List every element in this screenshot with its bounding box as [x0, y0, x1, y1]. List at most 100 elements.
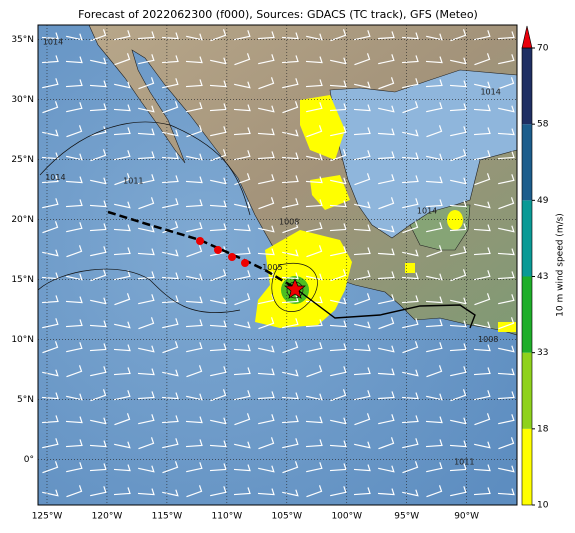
- wind-barb: [42, 461, 59, 474]
- wind-barb: [306, 393, 323, 401]
- wind-barb: [257, 368, 275, 376]
- wind-barb: [89, 200, 107, 208]
- wind-barb: [401, 32, 419, 40]
- wind-barb: [137, 248, 155, 256]
- wind-barb: [354, 321, 371, 329]
- wind-barb: [498, 54, 515, 65]
- wind-barb: [89, 320, 107, 328]
- colorbar-segment: [522, 276, 532, 353]
- wind-barb: [90, 269, 107, 282]
- wind-barb: [257, 271, 275, 280]
- wind-barb: [233, 104, 251, 112]
- wind-barb: [137, 368, 155, 376]
- wind-barb: [42, 341, 59, 354]
- wind-barb: [354, 201, 371, 209]
- wind-barb: [185, 319, 203, 328]
- isobar-label: 1011: [123, 177, 143, 186]
- wind-barb: [113, 344, 131, 352]
- isobar-label: 1008: [279, 217, 299, 226]
- wind-barb: [210, 297, 227, 305]
- wind-barb: [401, 152, 419, 160]
- wind-barb: [498, 414, 515, 425]
- wind-barb: [257, 128, 275, 136]
- colorbar-tick-label: 58: [537, 120, 549, 130]
- wind-barb: [354, 390, 371, 401]
- wind-barb: [353, 247, 371, 256]
- map-area: 1014 1014 1011 1008 1014 1005 1008 1011 1014: [38, 25, 517, 505]
- wind-barb: [138, 437, 155, 450]
- graticule: [38, 25, 517, 505]
- map-title: Forecast of 2022062300 (f000), Sources: …: [78, 8, 478, 21]
- wind-barb: [257, 391, 275, 400]
- wind-barb: [473, 367, 491, 376]
- wind-barb: [306, 153, 323, 161]
- wind-barb: [306, 245, 323, 258]
- wind-barb: [353, 464, 371, 472]
- wind-barb: [114, 390, 131, 401]
- wind-barb: [161, 152, 179, 160]
- isobar-label: 1014: [480, 88, 500, 97]
- wind-barb: [449, 320, 467, 328]
- wind-barb: [114, 30, 131, 41]
- wind-barb: [234, 293, 251, 306]
- wind-barb: [185, 56, 203, 64]
- wind-barb: [449, 440, 467, 448]
- wind-barb: [42, 221, 59, 234]
- wind-barb: [426, 222, 443, 233]
- wind-barb: [90, 366, 107, 377]
- wind-barb: [138, 465, 155, 473]
- wind-barb: [90, 417, 107, 425]
- isobar-label: 1011: [454, 457, 474, 466]
- wind-barb: [282, 461, 299, 474]
- wind-barb: [450, 269, 467, 282]
- wind-barb: [378, 77, 395, 90]
- colorbar: 10 18 33 43 49 58 70: [521, 25, 549, 511]
- wind-barb: [209, 80, 227, 88]
- wind-barb: [162, 129, 179, 137]
- lon-tick-label: 95°W: [394, 512, 419, 522]
- lon-tick-label: 105°W: [272, 512, 303, 522]
- wind-barb: [401, 175, 419, 184]
- isobar-label: 1008: [478, 335, 498, 344]
- colorbar-tick-label: 70: [537, 44, 549, 54]
- wind-barb: [185, 199, 203, 208]
- wind-barb: [378, 105, 395, 113]
- wind-barb: [258, 225, 275, 233]
- wind-barb: [353, 224, 371, 232]
- colorbar-segment: [522, 124, 532, 201]
- wind-barb: [42, 489, 59, 497]
- wind-barb: [330, 149, 347, 162]
- wind-barb: [330, 126, 347, 137]
- wind-barb: [90, 126, 107, 137]
- wind-barb: [449, 80, 467, 88]
- wind-barb: [138, 105, 155, 113]
- wind-barb: [113, 367, 131, 376]
- lat-tick-label: 5°N: [17, 395, 34, 405]
- wind-barb: [65, 439, 83, 448]
- wind-barb: [282, 341, 299, 354]
- wind-barb: [329, 200, 347, 208]
- wind-barb: [449, 223, 467, 232]
- wind-barb: [210, 57, 227, 65]
- wind-barb: [498, 105, 515, 113]
- wind-barb: [378, 197, 395, 210]
- wind-barb: [354, 441, 371, 449]
- wind-barb: [234, 30, 251, 41]
- wind-barb: [113, 104, 131, 112]
- wind-barb: [114, 293, 131, 306]
- wind-barb: [474, 201, 491, 209]
- wind-barb: [114, 53, 131, 66]
- wind-barb: [185, 416, 203, 424]
- wind-barb: [257, 248, 275, 256]
- wind-barb: [402, 249, 419, 257]
- wind-barb: [473, 487, 491, 496]
- wind-barb: [353, 104, 371, 112]
- wind-barb: [233, 344, 251, 352]
- wind-barb: [258, 54, 275, 65]
- wind-barb: [138, 197, 155, 210]
- wind-barb: [354, 293, 371, 306]
- wind-barb: [377, 128, 395, 136]
- wind-barb: [185, 79, 203, 88]
- wind-barb: [450, 149, 467, 162]
- wind-barb: [186, 273, 203, 281]
